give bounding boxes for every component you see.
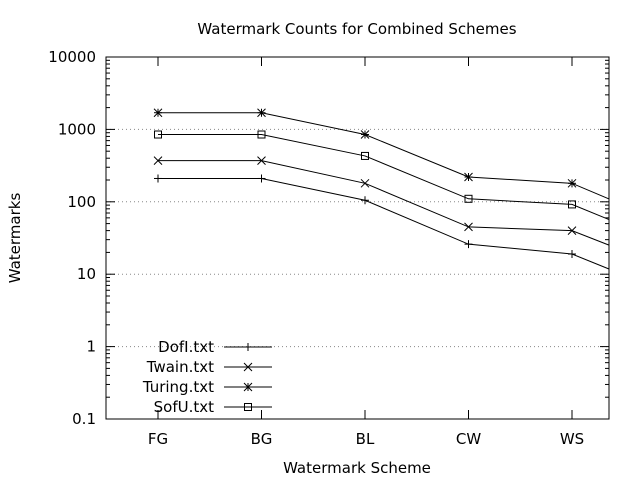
y-tick-label: 1: [86, 338, 96, 356]
data-point: [360, 130, 370, 139]
series-line-SofU.txt: [158, 134, 610, 220]
marker-stroke: [243, 382, 253, 392]
marker-stroke: [567, 226, 577, 235]
x-tick-label: FG: [148, 430, 168, 448]
data-point: [567, 226, 577, 235]
marker-stroke: [153, 156, 163, 166]
legend-label: DofI.txt: [158, 338, 214, 356]
x-tick-label: BL: [356, 430, 375, 448]
data-point: [464, 240, 473, 249]
tick-group: 0.1 1 10 100 1000 10000 FG BG BL CW WS: [48, 48, 609, 448]
marker-square: [464, 194, 473, 203]
data-point: [257, 174, 266, 183]
data-point: [243, 382, 253, 392]
data-point: [243, 362, 253, 372]
x-tick-label: BG: [251, 430, 273, 448]
legend-label: Turing.txt: [142, 378, 214, 396]
marker-stroke: [567, 178, 577, 188]
y-tick-label: 10000: [48, 48, 96, 66]
marker-square: [244, 403, 252, 411]
data-point: [257, 108, 266, 118]
marker-stroke: [257, 108, 266, 118]
plot-frame: [105, 56, 610, 420]
data-point: [464, 194, 473, 203]
data-point: [244, 343, 252, 351]
series-line-Turing.txt: [158, 112, 610, 200]
marker-stroke: [257, 156, 266, 166]
series-group: [153, 108, 610, 270]
marker-square: [361, 151, 369, 160]
data-point: [153, 156, 163, 166]
data-point: [568, 250, 576, 259]
legend-label: SofU.txt: [154, 398, 214, 416]
series-line-Twain.txt: [158, 160, 610, 246]
marker-stroke: [360, 130, 370, 139]
y-tick-label: 10: [77, 265, 96, 283]
marker-stroke: [243, 362, 253, 372]
marker-stroke: [153, 108, 163, 118]
y-tick-label: 100: [67, 193, 96, 211]
series-line-DofI.txt: [158, 177, 610, 270]
data-point: [154, 130, 162, 139]
data-point: [153, 108, 163, 118]
grid-lines: [106, 128, 609, 348]
data-point: [154, 174, 162, 183]
data-point: [244, 403, 252, 411]
chart-title: Watermark Counts for Combined Schemes: [197, 20, 516, 38]
marker-stroke: [360, 178, 370, 188]
data-point: [567, 178, 577, 188]
marker-stroke: [464, 172, 473, 182]
y-axis-label: Watermarks: [6, 193, 24, 284]
x-tick-label: WS: [560, 430, 584, 448]
data-point: [361, 151, 369, 160]
data-point: [361, 196, 369, 205]
marker-stroke: [464, 222, 473, 232]
legend: DofI.txt Twain.txt Turing.txt SofU.txt: [142, 338, 272, 416]
data-point: [464, 222, 473, 232]
x-axis-label: Watermark Scheme: [283, 459, 431, 477]
data-point: [464, 172, 473, 182]
legend-label: Twain.txt: [146, 358, 214, 376]
x-tick-label: CW: [456, 430, 481, 448]
marker-square: [257, 130, 266, 139]
y-tick-label: 0.1: [72, 410, 96, 428]
data-point: [257, 130, 266, 139]
data-point: [568, 200, 576, 209]
data-point: [257, 156, 266, 166]
marker-square: [568, 200, 576, 209]
y-tick-label: 1000: [58, 120, 96, 138]
marker-square: [154, 130, 162, 139]
data-point: [360, 178, 370, 188]
